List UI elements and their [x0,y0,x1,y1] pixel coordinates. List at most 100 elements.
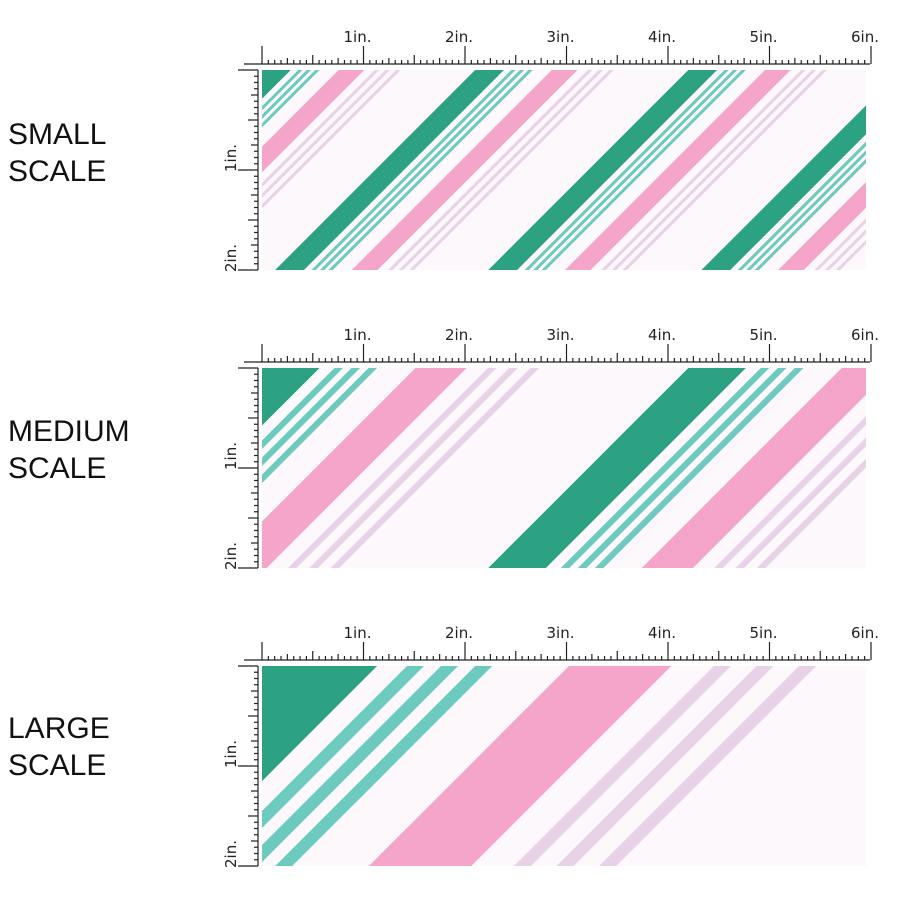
lavender-stripe [513,666,731,866]
lavender-stripe [262,70,390,198]
medium-scale-label: MEDIUM SCALE [8,413,130,487]
top-ruler-label: 1in. [344,28,372,46]
large-scale-swatch: 1in. 2in. 3in. 4in. 5in. 6in. 1in. 2in. [222,624,879,868]
lavender-stripe [825,229,866,270]
top-ruler-label: 5in. [750,624,778,642]
teal-stripe [746,150,866,270]
dark-green-stripe [262,70,291,99]
small-scale-label: SMALL SCALE [8,116,106,190]
lavender-stripe [756,458,866,568]
lavender-stripe [714,416,866,568]
lavender-stripe [0,70,187,270]
small-scale-swatch: 1in. 2in. 3in. 4in. 5in. 6in. 1in. 2in. [0,28,879,272]
pink-stripe [368,666,672,866]
pink-stripe [0,70,151,270]
top-ruler-label: 6in. [851,326,879,344]
dark-green-stripe [701,105,866,270]
lavender-stripe [0,368,113,568]
pink-stripe [641,368,866,568]
lavender-stripe [398,70,604,270]
teal-stripe [275,666,493,866]
teal-stripe [560,368,770,568]
lavender-stripe [835,239,866,270]
lavender-stripe [0,368,70,568]
teal-stripe [0,70,98,270]
lavender-stripe [330,368,540,568]
lavender-stripe [556,666,774,866]
left-ruler-label: 1in. [222,144,240,172]
pink-stripe [778,182,866,270]
teal-stripe [311,70,516,270]
top-ruler-label: 2in. [445,624,473,642]
teal-stripe [319,70,525,270]
top-ruler-label: 6in. [851,28,879,46]
stripe-pattern [0,368,866,568]
top-ruler-label: 2in. [445,326,473,344]
medium-scale-swatch: 1in. 2in. 3in. 4in. 5in. 6in. 1in. 2in. [0,326,879,570]
top-ruler-label: 4in. [648,326,676,344]
pink-stripe [262,70,365,173]
pink-stripe [351,70,578,270]
lavender-stripe [262,70,401,209]
teal-stripe [262,70,312,120]
top-ruler-label: 6in. [851,624,879,642]
top-ruler-label: 4in. [648,624,676,642]
top-ruler-label: 3in. [547,326,575,344]
teal-stripe [262,70,320,128]
lavender-stripe [388,70,593,270]
teal-stripe [524,70,729,270]
top-ruler-label: 4in. [648,28,676,46]
lavender-stripe [0,70,166,270]
stripe-pattern [262,666,866,866]
small-label-line2: SCALE [8,155,107,188]
lavender-stripe [601,70,806,270]
lavender-stripe [287,368,497,568]
left-ruler-label: 2in. [222,244,240,272]
top-ruler [244,46,872,65]
lavender-stripe [622,70,827,270]
lavender-stripe [735,437,866,568]
teal-stripe [262,368,361,467]
left-ruler [238,69,259,271]
medium-label-line2: SCALE [8,452,107,485]
dark-green-stripe [275,70,504,270]
dark-green-stripe [0,70,78,270]
large-scale-panel: 1in. 2in. 3in. 4in. 5in. 6in. 1in. 2in. [0,596,900,896]
teal-stripe [262,666,424,828]
left-ruler-label: 2in. [222,840,240,868]
medium-scale-panel: 1in. 2in. 3in. 4in. 5in. 6in. 1in. 2in. [0,298,900,598]
teal-stripe [737,141,866,270]
left-ruler-label: 1in. [222,442,240,470]
lavender-stripe [409,70,614,270]
top-ruler [244,344,872,363]
lavender-stripe [0,70,177,270]
teal-stripe [577,368,787,568]
dark-green-stripe [488,70,718,270]
small-label-line1: SMALL [8,118,107,151]
left-ruler-label: 1in. [222,740,240,768]
top-ruler-label: 3in. [547,624,575,642]
top-ruler-label: 5in. [750,28,778,46]
teal-stripe [262,70,303,111]
top-ruler-label: 1in. [344,326,372,344]
lavender-stripe [599,666,817,866]
lavender-stripe [814,218,866,270]
left-ruler [238,665,259,867]
top-ruler [244,642,872,661]
dark-green-stripe [262,368,320,426]
teal-stripe [754,158,866,270]
left-ruler-label: 2in. [222,542,240,570]
teal-stripe [594,368,804,568]
large-label-line2: SCALE [8,749,107,782]
dark-green-stripe [488,368,746,568]
top-ruler-label: 5in. [750,326,778,344]
teal-stripe [541,70,746,270]
teal-stripe [0,70,89,270]
teal-stripe [262,368,343,449]
top-ruler-label: 1in. [344,624,372,642]
lavender-stripe [0,368,91,568]
medium-label-line1: MEDIUM [8,415,130,448]
top-ruler-label: 3in. [547,28,575,46]
stripe-pattern [0,70,866,270]
left-ruler [238,367,259,569]
